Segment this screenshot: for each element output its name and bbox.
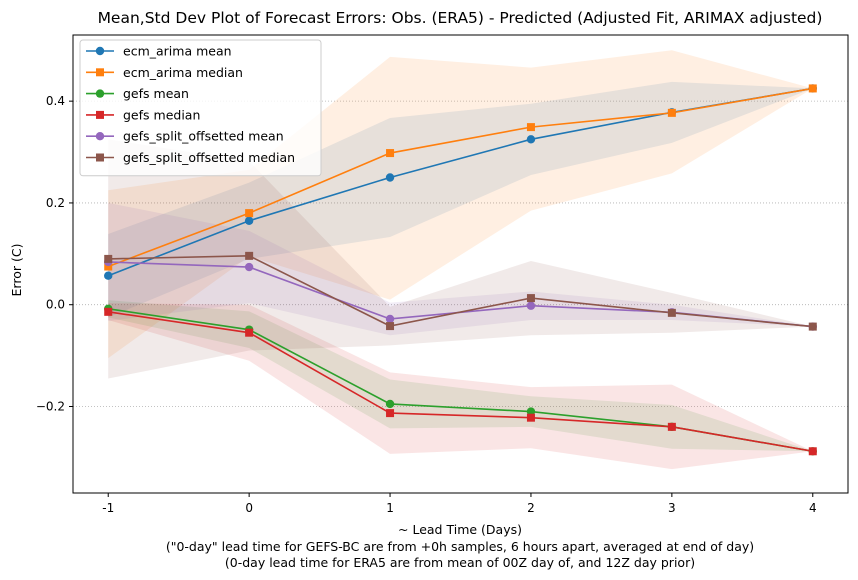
series-line-5: [108, 255, 813, 328]
data-point: [386, 322, 395, 331]
std-band-2: [108, 300, 813, 452]
y-tick-label: −0.2: [36, 399, 65, 413]
x-axis-label: ~ Lead Time (Days): [398, 522, 522, 537]
data-point: [244, 216, 254, 225]
series-lines: [107, 87, 813, 453]
std-band-1: [108, 50, 813, 359]
data-point: [104, 254, 113, 263]
y-axis-label: Error (C): [9, 244, 24, 297]
y-tick-label: 0.4: [46, 94, 65, 108]
legend-label: gefs median: [123, 107, 200, 122]
data-point: [244, 262, 254, 272]
legend-label: gefs mean: [123, 86, 189, 101]
data-point: [386, 149, 395, 158]
y-tick-label: 0.2: [46, 196, 65, 210]
data-point: [526, 294, 535, 303]
legend: ecm_arima mean ecm_arima median gefs mean g…: [79, 39, 322, 177]
data-point: [245, 251, 254, 260]
x-axis-note-1: ("0-day" lead time for GEFS-BC are from …: [166, 539, 754, 554]
legend-swatch-marker: [96, 68, 104, 77]
legend-swatch-marker: [95, 132, 105, 141]
data-point: [245, 328, 254, 337]
std-band-4: [108, 202, 813, 336]
legend-label: ecm_arima mean: [123, 44, 232, 59]
legend-box: [79, 39, 322, 177]
data-point: [526, 301, 536, 310]
data-point: [104, 307, 113, 316]
x-tick-label: 2: [527, 501, 535, 515]
data-point: [667, 108, 676, 117]
x-tick-label: 1: [386, 501, 394, 515]
data-point: [526, 413, 535, 422]
std-band-5: [108, 139, 813, 379]
data-point: [667, 422, 676, 431]
legend-swatch-marker: [96, 110, 104, 119]
y-tick-label: 0.0: [46, 298, 65, 312]
series-markers: [104, 84, 817, 456]
legend-swatch-marker: [95, 46, 105, 56]
data-point: [385, 314, 395, 324]
x-tick-label: 0: [245, 501, 253, 515]
x-tick-label: 4: [809, 501, 817, 515]
std-band-3: [108, 303, 813, 470]
chart-title: Mean,Std Dev Plot of Forecast Errors: Ob…: [98, 9, 823, 27]
series-line-1: [107, 87, 813, 268]
legend-swatch-marker: [96, 153, 104, 162]
data-point: [526, 123, 535, 132]
data-point: [808, 447, 817, 456]
data-point: [526, 135, 536, 144]
std-band-0: [108, 81, 813, 318]
data-point: [385, 399, 395, 409]
legend-label: gefs_split_offsetted mean: [123, 129, 284, 144]
data-point: [386, 409, 395, 418]
x-axis-note-2: (0-day lead time for ERA5 are from mean …: [225, 555, 695, 570]
std-dev-bands: [108, 50, 813, 470]
x-tick-label: 3: [668, 501, 676, 515]
legend-swatch-marker: [95, 89, 105, 98]
data-point: [104, 271, 113, 280]
data-point: [808, 322, 817, 331]
data-point: [245, 209, 254, 218]
data-point: [526, 407, 536, 416]
series-line-3: [108, 311, 813, 453]
data-point: [808, 84, 817, 93]
data-point: [385, 173, 395, 182]
legend-label: gefs_split_offsetted median: [123, 150, 295, 165]
data-point: [104, 262, 113, 271]
x-tick-label: -1: [102, 501, 114, 515]
data-point: [667, 308, 676, 317]
plot-frame: [72, 34, 849, 494]
legend-label: ecm_arima median: [123, 65, 243, 80]
axis-ticks: −0.2 0.0 0.2 0.4 -1 0 1 2 3 4: [36, 94, 817, 515]
